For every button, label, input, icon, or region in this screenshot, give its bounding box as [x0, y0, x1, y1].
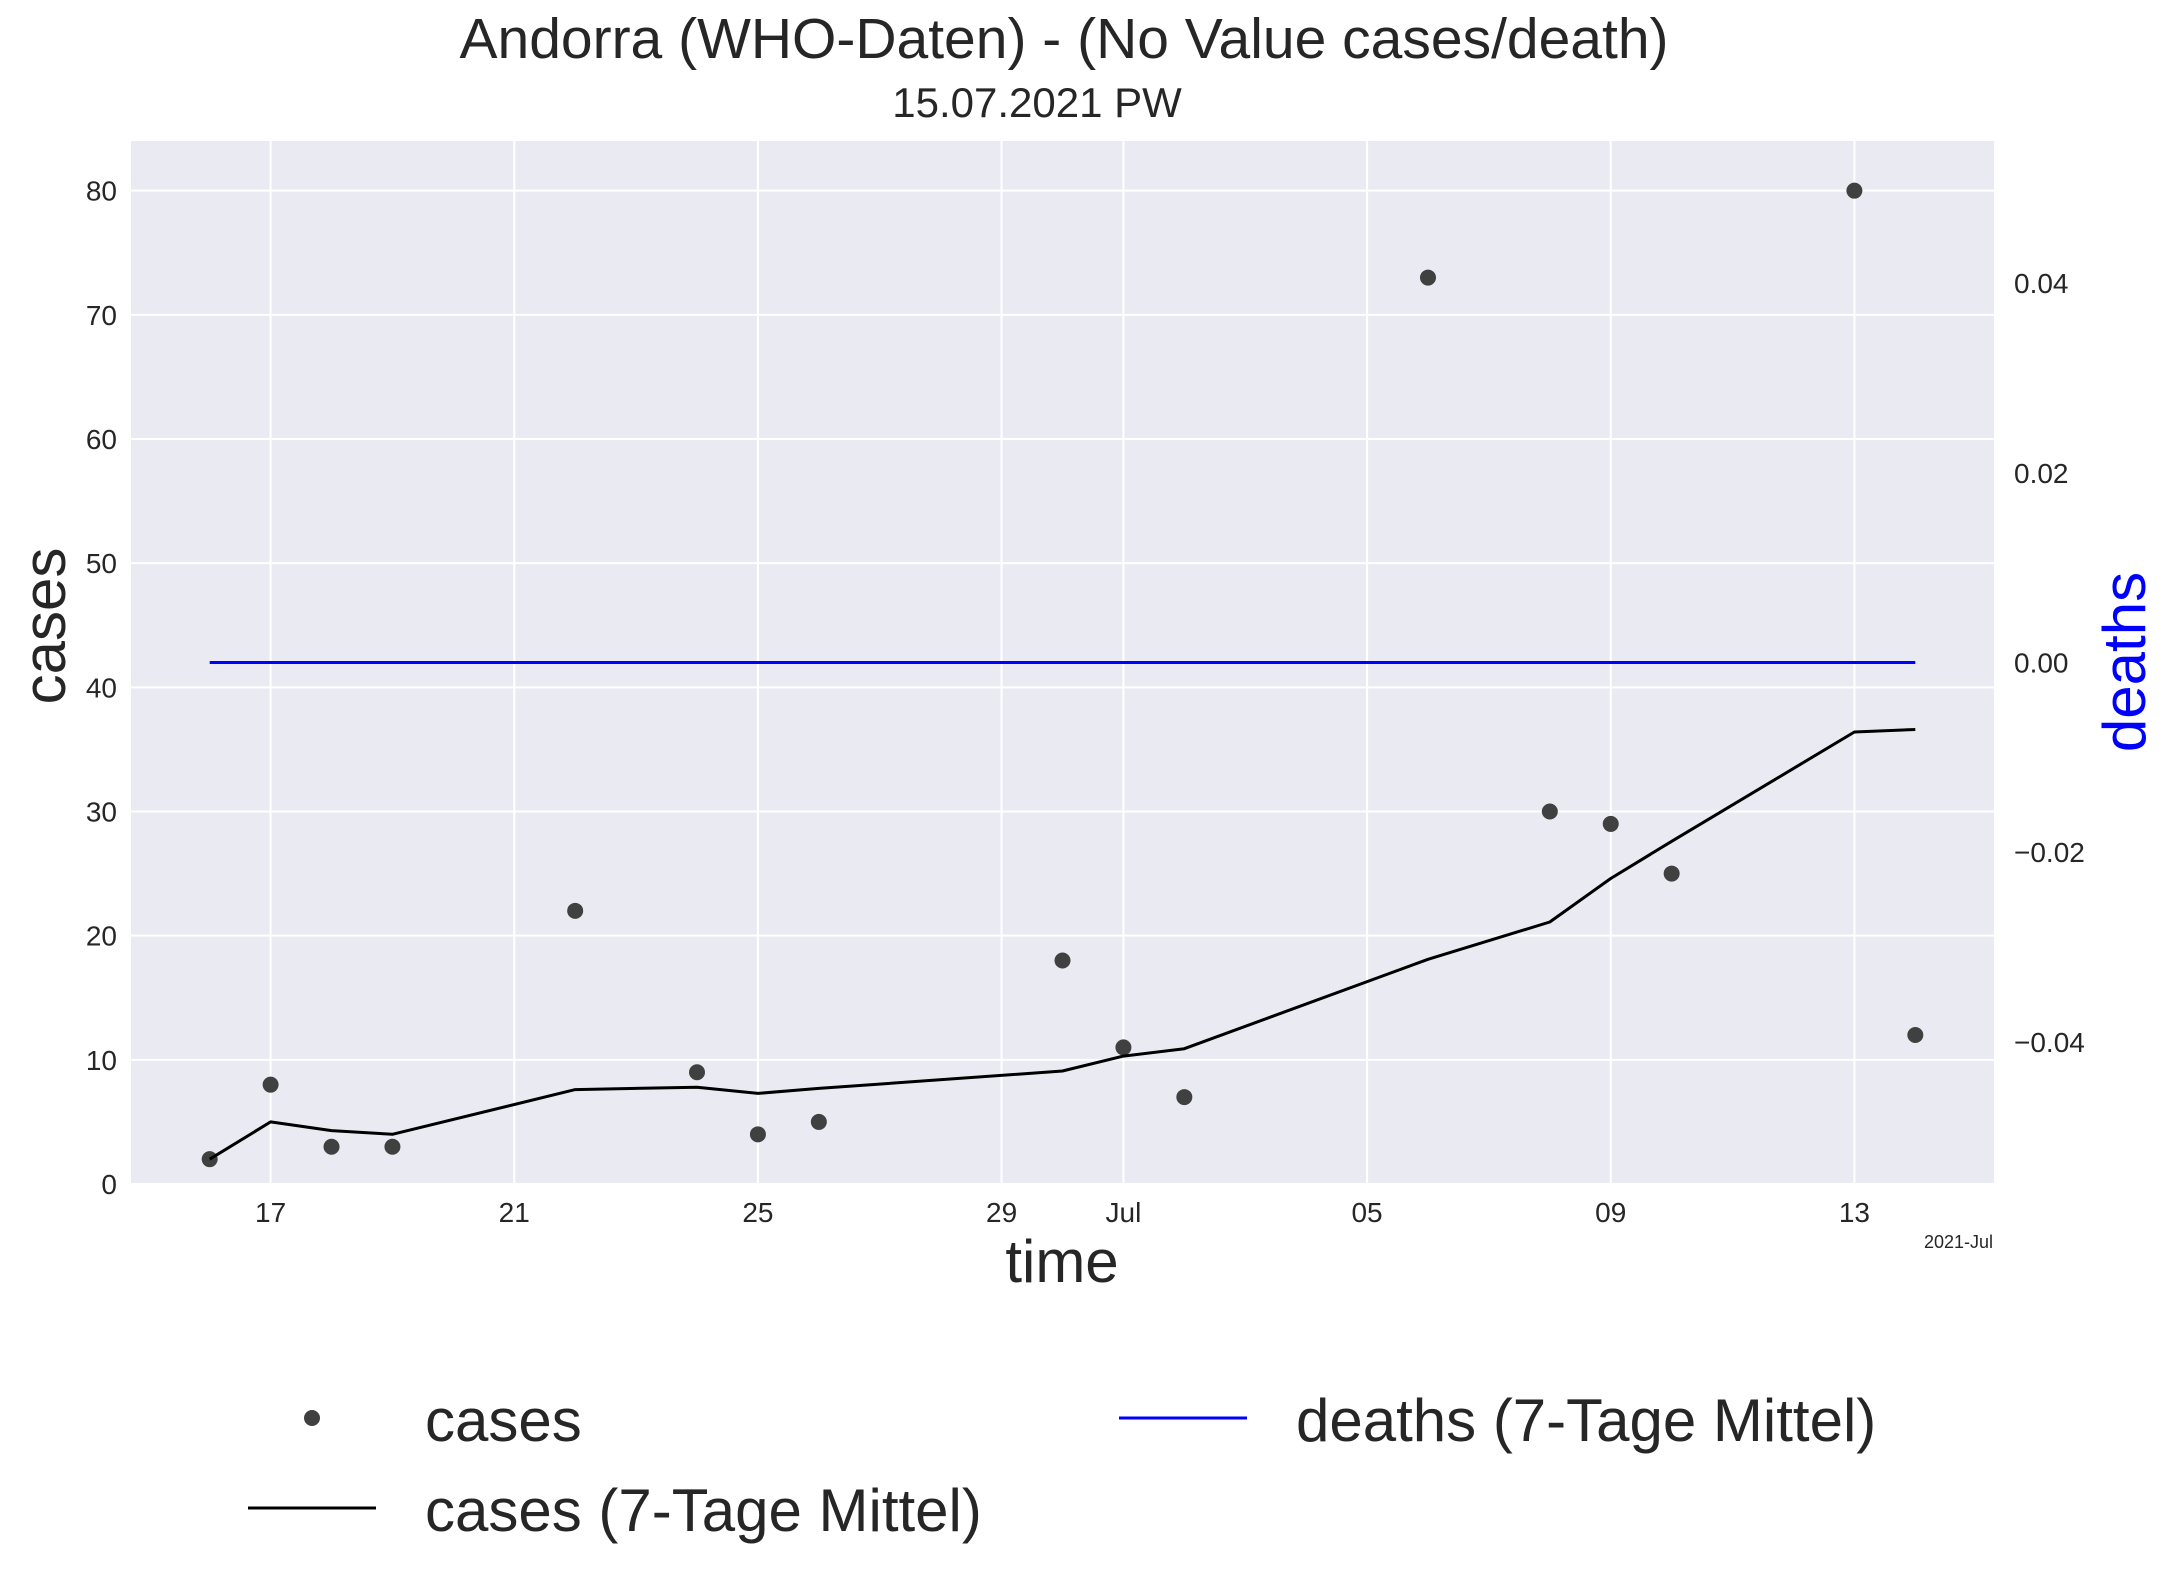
cases-point: [689, 1064, 706, 1081]
legend-label-deaths-7-tage-mittel: deaths (7-Tage Mittel): [1296, 1387, 1876, 1454]
x-tick-label: 21: [499, 1197, 530, 1228]
x-tick-label: 17: [255, 1197, 286, 1228]
cases-point: [1054, 952, 1071, 969]
cases-point: [1176, 1089, 1193, 1106]
y-tick-label: 80: [86, 176, 117, 207]
x-tick-label: 13: [1839, 1197, 1870, 1228]
series-marks: [201, 182, 1924, 1168]
cases-point: [384, 1138, 401, 1155]
chart-title: Andorra (WHO-Daten) - (No Value cases/de…: [459, 7, 1668, 71]
y2-axis-ticks: 0.04 0.02 0.00 −0.02 −0.04: [2014, 268, 2085, 1058]
y2-axis-label: deaths: [2091, 572, 2158, 752]
y-tick-label: 0: [101, 1169, 117, 1200]
legend-label-cases-7-tage-mittel: cases (7-Tage Mittel): [425, 1477, 982, 1544]
x-tick-label: 05: [1351, 1197, 1382, 1228]
y-tick-label: 70: [86, 300, 117, 331]
x-offset-label: 2021-Jul: [1924, 1232, 1993, 1252]
cases-point: [323, 1138, 340, 1155]
cases-point: [1663, 865, 1680, 882]
y2-tick-label: 0.00: [2014, 648, 2069, 679]
y2-tick-label: 0.04: [2014, 268, 2069, 299]
legend-swatch-cases: [304, 1410, 320, 1426]
cases-7-tage-mittel-line: [208, 728, 1916, 1161]
y-tick-label: 10: [86, 1045, 117, 1076]
cases-point: [810, 1113, 827, 1130]
x-axis-ticks: 17 21 25 29 Jul 05 09 13: [255, 1197, 1870, 1228]
cases-point: [1419, 269, 1436, 286]
cases-point: [1602, 815, 1619, 832]
x-axis-label: time: [1005, 1228, 1118, 1295]
cases-point: [1115, 1039, 1132, 1056]
x-tick-label: 29: [986, 1197, 1017, 1228]
y-tick-label: 50: [86, 548, 117, 579]
cases-point: [1846, 182, 1863, 199]
legend-label-cases: cases: [425, 1387, 582, 1454]
y2-tick-label: 0.02: [2014, 458, 2069, 489]
cases-point: [749, 1126, 766, 1143]
y2-tick-label: −0.04: [2014, 1027, 2085, 1058]
x-tick-label: 25: [742, 1197, 773, 1228]
cases-point: [262, 1076, 279, 1093]
chart-subtitle: 15.07.2021 PW: [892, 79, 1182, 126]
x-tick-label: 09: [1595, 1197, 1626, 1228]
legend: cases cases (7-Tage Mittel) deaths (7-Ta…: [248, 1387, 1876, 1544]
y-tick-label: 20: [86, 921, 117, 952]
y-axis-label: cases: [11, 548, 78, 705]
y2-tick-label: −0.02: [2014, 837, 2085, 868]
cases-point: [567, 902, 584, 919]
legend-item-cases-7-tage-mittel: cases (7-Tage Mittel): [248, 1477, 982, 1544]
y-tick-label: 60: [86, 424, 117, 455]
cases-point: [1907, 1027, 1924, 1043]
cases-point: [1541, 803, 1558, 820]
x-tick-label: Jul: [1106, 1197, 1142, 1228]
y-axis-ticks: 0 10 20 30 40 50 60 70 80: [86, 176, 117, 1200]
y-tick-label: 30: [86, 797, 117, 828]
legend-item-cases: cases: [304, 1387, 582, 1454]
legend-item-deaths-7-tage-mittel: deaths (7-Tage Mittel): [1119, 1387, 1876, 1454]
y-tick-label: 40: [86, 672, 117, 703]
